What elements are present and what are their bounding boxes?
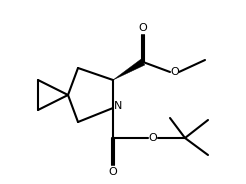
Text: O: O — [109, 167, 117, 177]
Text: N: N — [114, 101, 122, 111]
Text: O: O — [171, 67, 179, 77]
Polygon shape — [113, 59, 145, 80]
Text: O: O — [149, 133, 157, 143]
Text: O: O — [139, 23, 147, 33]
